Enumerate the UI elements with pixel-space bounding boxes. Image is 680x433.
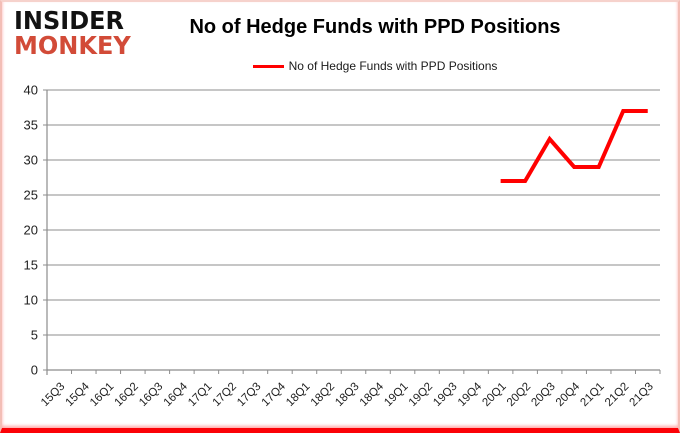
x-tick-label: 18Q3 [333,381,361,409]
y-tick-label: 40 [24,83,38,98]
y-tick-label: 5 [31,328,38,343]
x-tick-label: 16Q2 [113,381,141,409]
x-tick-label: 17Q2 [211,381,239,409]
x-tick-label: 21Q2 [603,381,631,409]
x-tick-label: 20Q4 [554,380,583,409]
x-tick-label: 16Q3 [137,381,165,409]
y-tick-label: 10 [24,293,38,308]
chart-title: No of Hedge Funds with PPD Positions [189,16,561,38]
insider-monkey-logo: INSIDER MONKEY [14,8,131,58]
x-tick-label: 15Q4 [64,380,93,409]
x-tick-label: 21Q1 [578,381,606,409]
x-tick-label: 18Q4 [358,380,387,409]
x-tick-label: 18Q2 [309,381,337,409]
y-tick-label: 15 [24,258,38,273]
data-line [500,109,648,183]
legend-line-swatch [252,64,284,68]
y-tick-label: 35 [24,118,38,133]
x-tick-label: 17Q3 [235,381,263,409]
logo-text-insider: INSIDER [14,5,125,36]
x-tick-label: 21Q3 [627,381,655,409]
chart-legend: No of Hedge Funds with PPD Positions [72,59,678,73]
x-tick-label: 16Q1 [88,381,116,409]
x-tick-label: 18Q1 [284,381,312,409]
legend-label: No of Hedge Funds with PPD Positions [288,59,498,73]
x-tick-label: 20Q3 [529,381,557,409]
x-tick-label: 16Q4 [162,380,191,409]
x-tick-label: 19Q4 [456,380,485,409]
y-tick-label: 30 [24,153,38,168]
x-tick-label: 19Q2 [407,381,435,409]
logo-text-monkey: MONKEY [14,31,131,61]
x-tick-label: 19Q3 [431,381,459,409]
x-tick-label: 17Q4 [260,380,289,409]
x-tick-label: 20Q2 [505,381,533,409]
y-tick-label: 0 [31,363,38,378]
x-tick-label: 17Q1 [186,381,214,409]
x-tick-label: 19Q1 [382,381,410,409]
x-tick-label: 20Q1 [480,381,508,409]
x-tick-label: 15Q3 [39,381,67,409]
y-tick-label: 20 [24,223,38,238]
y-tick-label: 25 [24,188,38,203]
